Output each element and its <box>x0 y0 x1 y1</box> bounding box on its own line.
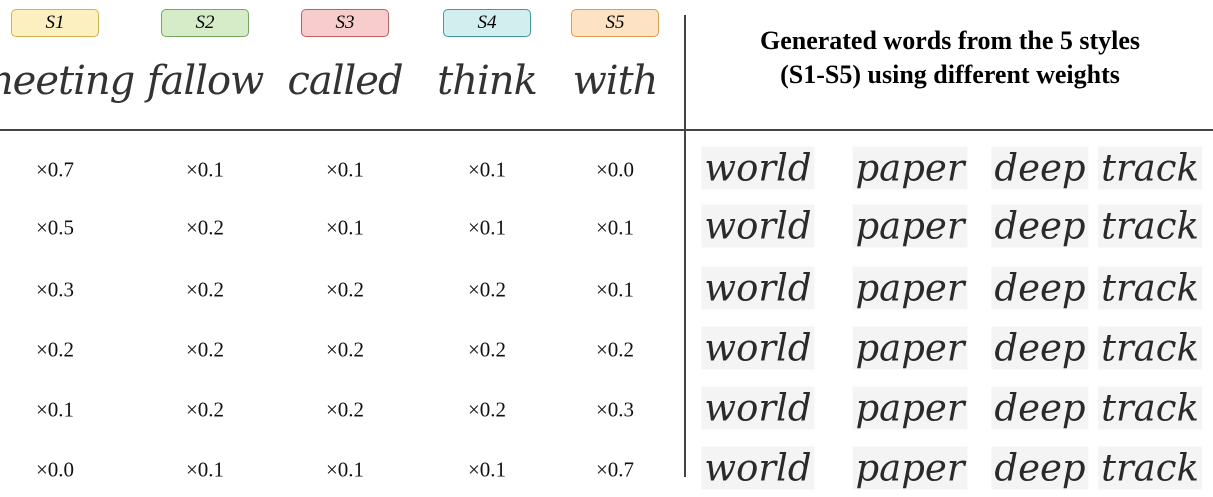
generated-word: track <box>1098 326 1202 370</box>
weight-cell: ×0.1 <box>325 157 365 182</box>
generated-word: track <box>1098 446 1202 490</box>
weight-cell: ×0.1 <box>185 157 225 182</box>
title-line: Generated words from the 5 styles <box>759 26 1141 55</box>
weight-cell: ×0.1 <box>467 157 507 182</box>
weight-cell: ×0.3 <box>595 397 635 422</box>
weight-cell: ×0.7 <box>595 457 635 482</box>
weight-cell: ×0.1 <box>185 457 225 482</box>
generated-word: paper <box>852 266 968 310</box>
weight-cell: ×0.2 <box>325 337 365 362</box>
style-tag: S2 <box>161 9 249 37</box>
style-tag: S1 <box>11 9 99 37</box>
weight-cell: ×0.0 <box>595 157 635 182</box>
generated-word: track <box>1098 146 1202 190</box>
generated-word: deep <box>991 446 1089 490</box>
weight-cell: ×0.3 <box>35 277 75 302</box>
style-sample: with <box>572 58 659 104</box>
weight-cell: ×0.2 <box>185 277 225 302</box>
title-line: (S1-S5) using different weights <box>780 60 1120 89</box>
generated-word: paper <box>852 146 968 190</box>
weight-cell: ×0.1 <box>467 457 507 482</box>
style-sample: meeting <box>0 58 135 104</box>
generated-word: track <box>1098 204 1202 248</box>
weight-cell: ×0.1 <box>325 457 365 482</box>
generated-word: track <box>1098 266 1202 310</box>
style-tag: S3 <box>301 9 389 37</box>
weight-cell: ×0.2 <box>595 337 635 362</box>
weight-cell: ×0.0 <box>35 457 75 482</box>
weight-cell: ×0.1 <box>467 215 507 240</box>
style-sample: think <box>437 58 538 104</box>
header-rule <box>0 129 1213 131</box>
generated-word: world <box>701 386 815 430</box>
weight-cell: ×0.2 <box>185 337 225 362</box>
generated-word: deep <box>991 326 1089 370</box>
generated-word: deep <box>991 204 1089 248</box>
weight-cell: ×0.2 <box>35 337 75 362</box>
style-sample: called <box>287 58 403 104</box>
generated-word: deep <box>991 386 1089 430</box>
generated-word: track <box>1098 386 1202 430</box>
generated-word: world <box>701 146 815 190</box>
weight-cell: ×0.2 <box>467 397 507 422</box>
style-sample: fallow <box>146 58 265 104</box>
generated-word: deep <box>991 146 1089 190</box>
weight-cell: ×0.1 <box>35 397 75 422</box>
generated-word: world <box>701 446 815 490</box>
generated-word: paper <box>852 446 968 490</box>
weight-cell: ×0.2 <box>185 397 225 422</box>
style-tag: S5 <box>571 9 659 37</box>
generated-word: paper <box>852 204 968 248</box>
style-tag: S4 <box>443 9 531 37</box>
weight-cell: ×0.7 <box>35 157 75 182</box>
weight-cell: ×0.2 <box>467 277 507 302</box>
generated-word: paper <box>852 326 968 370</box>
generated-word: world <box>701 204 815 248</box>
weight-cell: ×0.2 <box>467 337 507 362</box>
weight-cell: ×0.1 <box>325 215 365 240</box>
weight-cell: ×0.1 <box>595 215 635 240</box>
generated-word: deep <box>991 266 1089 310</box>
weight-cell: ×0.2 <box>185 215 225 240</box>
generated-word: paper <box>852 386 968 430</box>
weight-cell: ×0.5 <box>35 215 75 240</box>
weight-cell: ×0.2 <box>325 277 365 302</box>
column-divider <box>684 15 686 477</box>
generated-word: world <box>701 266 815 310</box>
weight-cell: ×0.2 <box>325 397 365 422</box>
weight-cell: ×0.1 <box>595 277 635 302</box>
generated-word: world <box>701 326 815 370</box>
